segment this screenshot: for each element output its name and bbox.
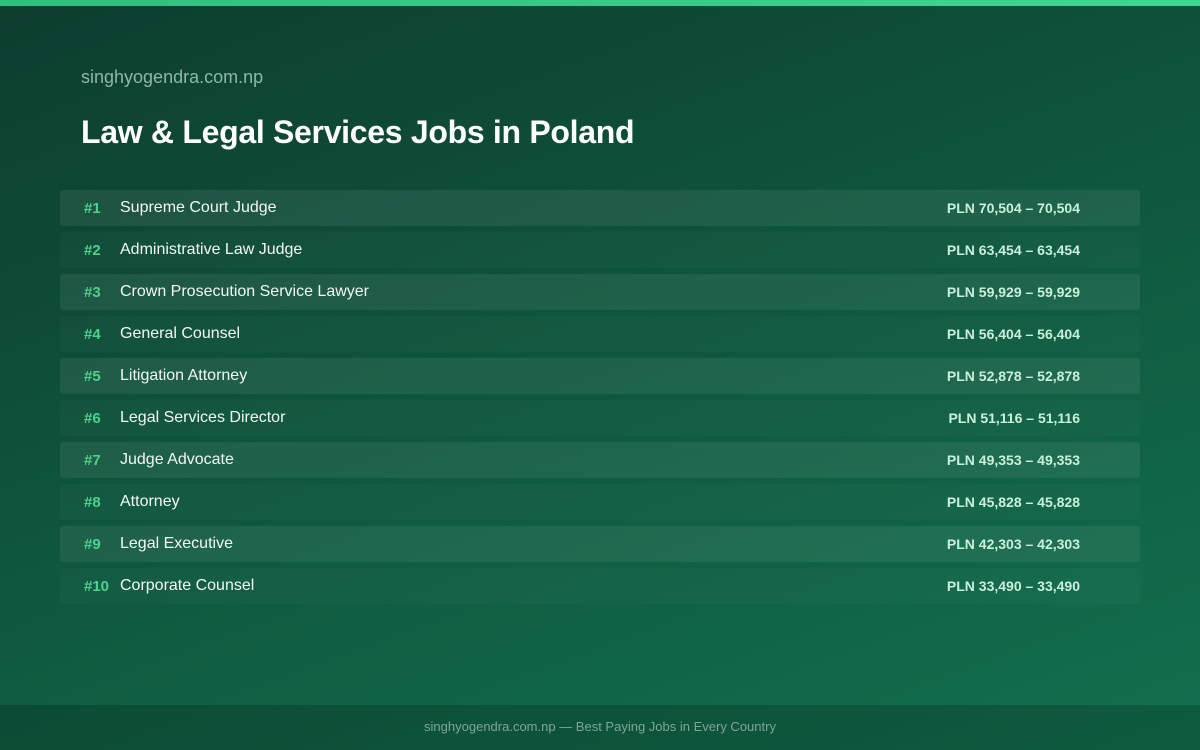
job-title: Legal Services Director [120,409,286,426]
job-row: #10 Corporate Counsel PLN 33,490 – 33,490 [60,568,1140,604]
job-row: #5 Litigation Attorney PLN 52,878 – 52,878 [60,358,1140,394]
job-title: Supreme Court Judge [120,199,277,216]
job-title: Corporate Counsel [120,577,255,594]
job-title: Crown Prosecution Service Lawyer [120,283,369,300]
job-title: Legal Executive [120,535,233,552]
salary-range: PLN 42,303 – 42,303 [946,536,1080,552]
rank: #7 [84,452,101,469]
rank: #3 [84,284,101,301]
job-title: Judge Advocate [120,451,234,468]
job-row: #6 Legal Services Director PLN 51,116 – 51… [60,400,1140,436]
top-bar [0,0,1200,6]
job-title: Litigation Attorney [120,367,248,384]
salary-range: PLN 70,504 – 70,504 [946,200,1080,216]
job-title: Administrative Law Judge [120,241,303,258]
footer: singhyogendra.com.np — Best Paying Jobs … [0,705,1200,750]
rank: #9 [84,536,101,553]
rank: #8 [84,494,101,511]
rank: #10 [84,578,110,595]
footer-text: singhyogendra.com.np — Best Paying Jobs … [424,719,776,734]
page-title: Law & Legal Services Jobs in Poland [81,114,635,150]
rank: #5 [84,368,101,385]
salary-range: PLN 45,828 – 45,828 [946,494,1080,510]
salary-range: PLN 33,490 – 33,490 [946,578,1080,594]
site-name: singhyogendra.com.np [81,67,264,87]
job-row: #7 Judge Advocate PLN 49,353 – 49,353 [60,442,1140,478]
rank: #6 [84,410,101,427]
rank: #4 [84,326,101,343]
salary-range: PLN 59,929 – 59,929 [946,284,1080,300]
job-row: #4 General Counsel PLN 56,404 – 56,404 [60,316,1140,352]
salary-range: PLN 56,404 – 56,404 [946,326,1080,342]
salary-range: PLN 49,353 – 49,353 [946,452,1080,468]
job-row: #3 Crown Prosecution Service Lawyer PLN 59… [60,274,1140,310]
salary-range: PLN 63,454 – 63,454 [946,242,1080,258]
rank: #2 [84,242,101,259]
salary-range: PLN 51,116 – 51,116 [948,410,1080,426]
job-row: #2 Administrative Law Judge PLN 63,454 – 6… [60,232,1140,268]
job-title: Attorney [120,493,180,510]
rank: #1 [84,200,101,217]
job-row: #9 Legal Executive PLN 42,303 – 42,303 [60,526,1140,562]
job-row: #1 Supreme Court Judge PLN 70,504 – 70,504 [60,190,1140,226]
job-title: General Counsel [120,325,241,342]
salary-range: PLN 52,878 – 52,878 [946,368,1080,384]
job-row: #8 Attorney PLN 45,828 – 45,828 [60,484,1140,520]
